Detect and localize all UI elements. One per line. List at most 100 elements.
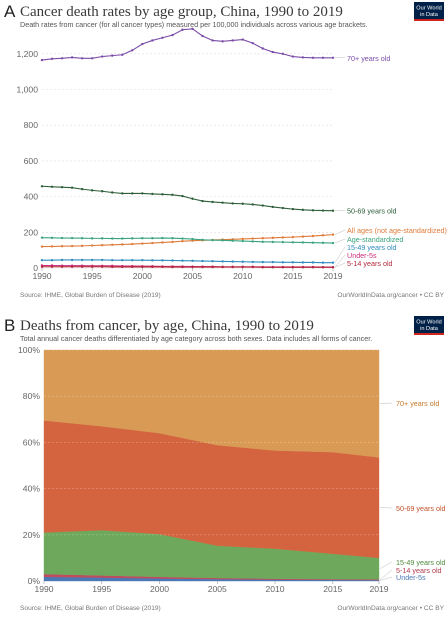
point-15-49-years-old-2012	[261, 260, 264, 264]
point-age-standardized-1992	[60, 236, 64, 240]
connector-15-49-years-old	[334, 246, 346, 263]
point-5-14-years-old-1990	[40, 265, 44, 268]
logo-b-background	[414, 316, 444, 335]
point-age-standardized-1994	[80, 236, 84, 240]
y-tick-label-800: 800	[24, 120, 39, 130]
point-age-standardized-2006	[201, 238, 204, 242]
x-tick-label-1990: 1990	[34, 584, 53, 594]
x-tick-label-2015: 2015	[283, 271, 302, 281]
chart-a-source: Source: IHME, Global Burden of Disease (…	[20, 292, 161, 299]
y-tick-label-60: 60%	[23, 437, 41, 447]
series-label-15-49-years-old: 15-49 years old	[396, 558, 446, 567]
point-50-69-years-old-2015	[291, 207, 295, 211]
point-5-14-years-old-1996	[101, 265, 104, 268]
series-label-70-years-old: 70+ years old	[396, 399, 439, 408]
point-all-ages-not-age-standardized-1996	[101, 243, 104, 247]
point-70-years-old-2001	[151, 39, 154, 42]
y-tick-label-400: 400	[24, 192, 39, 202]
line-age-standardized	[41, 237, 334, 244]
point-age-standardized-2009	[231, 239, 234, 242]
point-70-years-old-1996	[101, 55, 104, 58]
point-all-ages-not-age-standardized-2015	[291, 235, 295, 239]
point-5-14-years-old-2010	[241, 265, 244, 269]
point-15-49-years-old-2014	[281, 261, 285, 264]
point-50-69-years-old-2011	[251, 203, 254, 206]
series-label-5-14-years-old: 5-14 years old	[396, 566, 442, 575]
logo-a-background	[414, 2, 444, 21]
point-all-ages-not-age-standardized-1993	[70, 244, 74, 248]
point-5-14-years-old-2013	[271, 266, 274, 269]
point-age-standardized-2017	[311, 241, 315, 244]
connector-under-5s	[379, 576, 393, 581]
point-50-69-years-old-1999	[131, 192, 134, 195]
connector-all-ages-not-age-standardized	[334, 229, 346, 235]
point-50-69-years-old-1990	[40, 185, 44, 188]
point-15-49-years-old-1991	[50, 258, 54, 262]
point-50-69-years-old-2000	[141, 192, 144, 195]
point-70-years-old-2011	[251, 41, 254, 45]
point-15-49-years-old-1998	[121, 258, 124, 262]
point-50-69-years-old-2005	[191, 197, 194, 200]
x-tick-label-2010: 2010	[265, 584, 284, 594]
point-5-14-years-old-1997	[111, 265, 114, 269]
chart-b-plot: 0% 20% 40% 60% 80% 100% 1990 1995 2000 2005 2010 20…	[18, 345, 446, 594]
point-70-years-old-1995	[90, 57, 94, 60]
point-all-ages-not-age-standardized-2002	[161, 241, 164, 244]
point-15-49-years-old-1995	[90, 258, 94, 262]
point-70-years-old-2005	[191, 27, 194, 31]
chart-a-credit[interactable]: OurWorldInData.org/cancer • CC BY	[337, 292, 444, 299]
y-tick-label-0: 0	[33, 263, 38, 273]
line-5-14-years-old	[42, 266, 333, 268]
point-age-standardized-1993	[70, 236, 74, 240]
logo-b-line2: in Data	[420, 326, 439, 332]
point-5-14-years-old-2008	[221, 265, 224, 269]
point-all-ages-not-age-standardized-1990	[40, 245, 44, 248]
point-15-49-years-old-2004	[181, 259, 184, 262]
point-all-ages-not-age-standardized-2016	[301, 235, 305, 238]
point-70-years-old-2018	[321, 56, 325, 59]
point-age-standardized-2004	[181, 237, 184, 240]
series-label-age-standardized: Age-standardized	[347, 235, 403, 244]
y-tick-label-200: 200	[24, 227, 39, 237]
series-label-all-ages-not-age-standardized: All ages (not age-standardized)	[347, 226, 447, 235]
chart-b-source: Source: IHME, Global Burden of Disease (…	[20, 605, 161, 612]
x-tick-label-2000: 2000	[133, 271, 152, 281]
logo-a: Our World in Data	[414, 2, 444, 21]
x-tick-label-1995: 1995	[92, 584, 111, 594]
point-5-14-years-old-1998	[121, 265, 124, 269]
series-label-15-49-years-old: 15-49 years old	[347, 243, 397, 252]
point-age-standardized-2003	[171, 236, 174, 240]
logo-b-line1: Our World	[416, 320, 441, 326]
point-50-69-years-old-1997	[111, 191, 114, 194]
chart-b-credit[interactable]: OurWorldInData.org/cancer • CC BY	[337, 605, 444, 612]
x-tick-label-2015: 2015	[323, 584, 342, 594]
point-70-years-old-2006	[201, 34, 204, 38]
point-5-14-years-old-2009	[231, 265, 234, 269]
point-5-14-years-old-2011	[251, 265, 254, 269]
point-age-standardized-2000	[141, 236, 144, 240]
point-5-14-years-old-1994	[80, 265, 84, 268]
point-age-standardized-1996	[101, 237, 104, 240]
point-age-standardized-1991	[50, 236, 54, 240]
point-15-49-years-old-1996	[101, 258, 104, 262]
point-5-14-years-old-1999	[131, 265, 134, 269]
point-age-standardized-1998	[121, 237, 124, 240]
line-50-69-years-old	[41, 185, 334, 212]
point-15-49-years-old-2003	[171, 259, 174, 262]
logo-b: Our World in Data	[414, 316, 444, 335]
point-age-standardized-1999	[131, 237, 134, 240]
point-all-ages-not-age-standardized-1997	[111, 243, 114, 246]
point-age-standardized-2002	[161, 236, 164, 240]
point-age-standardized-2013	[271, 240, 274, 244]
point-5-14-years-old-2017	[311, 266, 315, 269]
series-label-50-69-years-old: 50-69 years old	[396, 504, 446, 513]
point-15-49-years-old-2016	[301, 261, 305, 264]
point-all-ages-not-age-standardized-2000	[141, 242, 144, 245]
point-15-49-years-old-1994	[80, 258, 84, 262]
point-15-49-years-old-2001	[151, 259, 154, 262]
point-70-years-old-2008	[221, 40, 224, 43]
point-5-14-years-old-2004	[181, 265, 184, 269]
point-70-years-old-2002	[161, 36, 164, 39]
point-5-14-years-old-2001	[151, 265, 154, 269]
point-15-49-years-old-2005	[191, 259, 194, 263]
